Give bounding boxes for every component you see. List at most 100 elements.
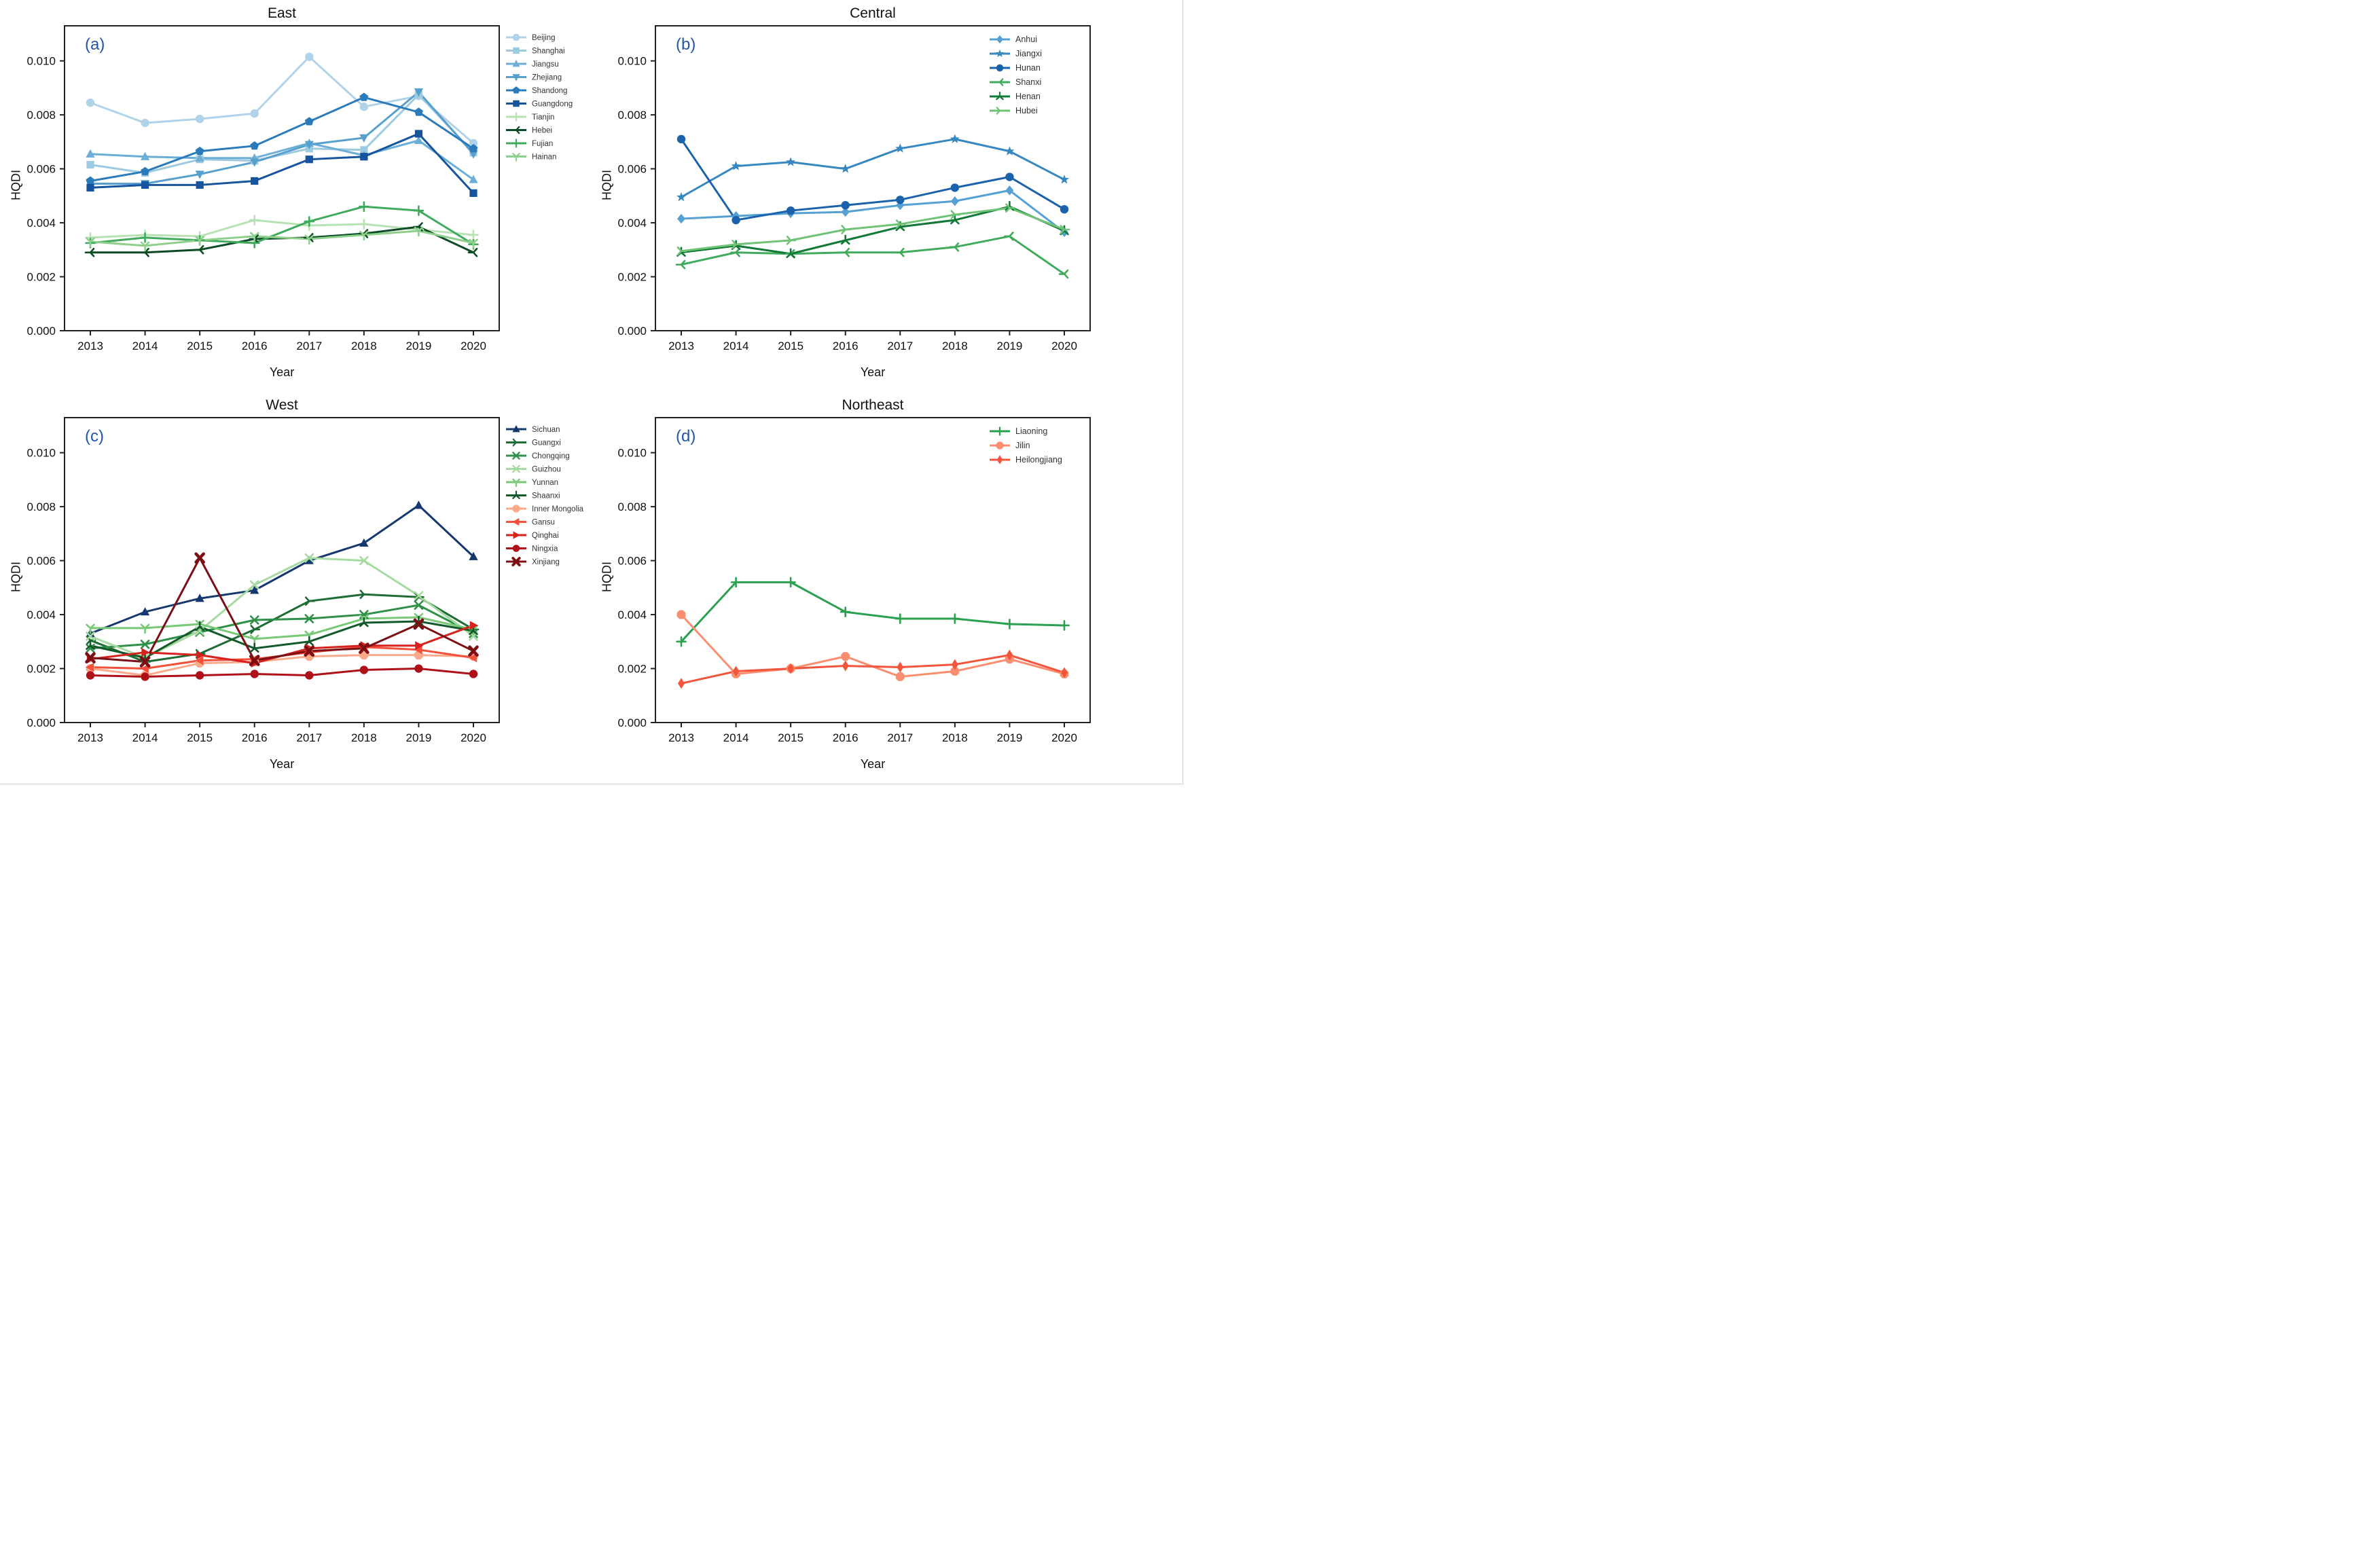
data-point-jilin	[841, 652, 850, 661]
x-tick-label: 2015	[187, 731, 213, 744]
data-point-heilongjiang	[732, 666, 740, 677]
data-point-jiangxi	[731, 161, 741, 170]
data-point-ningxia	[469, 670, 478, 678]
data-point-gansu	[140, 663, 149, 674]
legend-marker-inner-mongolia	[512, 505, 520, 513]
data-point-heilongjiang	[897, 661, 904, 673]
legend-marker-jiangxi	[996, 49, 1004, 58]
data-point-xinjiang	[139, 656, 151, 668]
legend-item-guangxi: Guangxi	[506, 438, 561, 448]
data-point-zhejiang	[304, 141, 314, 149]
data-point-tianjin	[468, 230, 479, 240]
data-point-hebei	[194, 244, 204, 255]
data-point-shaanxi	[249, 642, 259, 653]
data-point-hainan	[414, 226, 424, 237]
legend-marker-anhui	[996, 35, 1004, 44]
y-tick-label: 0.008	[26, 500, 56, 513]
series-line-fujian	[90, 205, 474, 246]
data-point-sichuan	[195, 594, 204, 602]
data-point-heilongjiang	[897, 661, 904, 673]
legend-marker-shanxi	[994, 78, 1004, 86]
data-point-yunnan	[144, 623, 150, 630]
y-tick-label: 0.000	[26, 716, 56, 729]
data-point-heilongjiang	[1006, 649, 1013, 661]
data-point-hainan	[249, 232, 259, 242]
data-point-gansu	[414, 645, 422, 655]
legend-marker-guizhou	[512, 464, 520, 473]
legend-item-yunnan: Yunnan	[506, 478, 558, 488]
x-tick-label: 2020	[461, 340, 486, 352]
legend-label: Jiangxi	[1015, 49, 1042, 58]
legend-marker-shaanxi	[512, 490, 520, 499]
data-point-henan	[954, 219, 960, 225]
data-point-hebei	[139, 247, 149, 257]
data-point-guangxi	[304, 600, 310, 606]
data-point-zhejiang	[414, 88, 424, 97]
data-point-xinjiang	[85, 652, 96, 663]
data-point-yunnan	[308, 630, 314, 636]
legend-label: Jilin	[1015, 441, 1030, 450]
data-point-henan	[844, 239, 850, 245]
data-point-jiangxi	[786, 157, 796, 166]
legend-label: Hubei	[1015, 106, 1038, 115]
legend-marker-jiangxi	[996, 49, 1004, 58]
legend-label: Guangdong	[532, 101, 573, 109]
data-point-jilin	[950, 667, 960, 676]
data-point-guangxi	[414, 596, 420, 602]
data-point-sichuan	[469, 551, 478, 560]
chart-northeast: 0.000 0.002 0.004 0.006 0.008 0.010 2013 2014 20…	[617, 417, 1091, 744]
data-point-jilin	[841, 652, 850, 661]
data-point-jiangsu	[414, 135, 424, 145]
x-tick-label: 2016	[242, 340, 268, 352]
data-point-henan	[735, 244, 741, 251]
panel-title-east: East	[267, 5, 297, 21]
data-point-hainan	[472, 238, 478, 244]
legend-item-chongqing: Chongqing	[506, 452, 570, 460]
data-point-guangdong	[305, 156, 313, 164]
data-point-shanxi	[840, 247, 850, 257]
axes-frame	[655, 417, 1091, 723]
data-point-sichuan	[469, 551, 478, 560]
data-point-guangdong	[251, 177, 259, 185]
data-point-shaanxi	[86, 640, 95, 651]
data-point-henan	[840, 234, 850, 245]
legend-marker-shandong	[512, 86, 520, 94]
data-point-gansu	[414, 645, 422, 655]
data-point-hunan	[676, 134, 686, 144]
data-point-hainan	[195, 236, 204, 247]
data-point-jiangxi	[786, 157, 796, 166]
data-point-zhejiang	[469, 150, 478, 159]
data-point-beijing	[250, 109, 259, 118]
data-point-zhejiang	[250, 158, 259, 167]
legend-marker-liaoning	[995, 426, 1005, 436]
data-point-shanxi	[735, 251, 740, 257]
data-point-jiangxi	[676, 192, 686, 202]
legend-marker-chongqing	[512, 452, 520, 460]
legend-marker-shaanxi	[515, 494, 520, 499]
data-point-fujian	[304, 216, 315, 227]
data-point-shanxi	[1058, 269, 1069, 279]
data-point-hunan	[786, 206, 795, 215]
data-point-heilongjiang	[842, 660, 849, 672]
data-point-liaoning	[1059, 620, 1070, 631]
legend-marker-guangdong	[513, 100, 520, 107]
legend-item-gansu: Gansu	[506, 517, 555, 527]
data-point-ningxia	[414, 664, 423, 673]
legend-marker-guizhou	[512, 464, 520, 473]
x-tick-label: 2013	[668, 340, 694, 352]
data-point-shandong	[304, 117, 314, 126]
data-point-henan	[950, 214, 960, 225]
y-tick-label: 0.002	[26, 271, 56, 284]
x-tick-label: 2020	[1051, 731, 1077, 744]
data-point-qinghai	[469, 621, 478, 630]
data-point-chongqing	[140, 639, 150, 649]
data-point-hebei	[472, 251, 478, 257]
data-point-hunan	[732, 215, 740, 225]
data-point-ningxia	[305, 671, 314, 680]
data-point-gansu	[140, 663, 149, 674]
data-point-guangdong	[141, 181, 149, 189]
data-point-xinjiang	[468, 645, 479, 657]
data-point-hubei	[786, 236, 797, 245]
data-point-shanxi	[675, 259, 686, 270]
data-point-ningxia	[305, 671, 314, 680]
